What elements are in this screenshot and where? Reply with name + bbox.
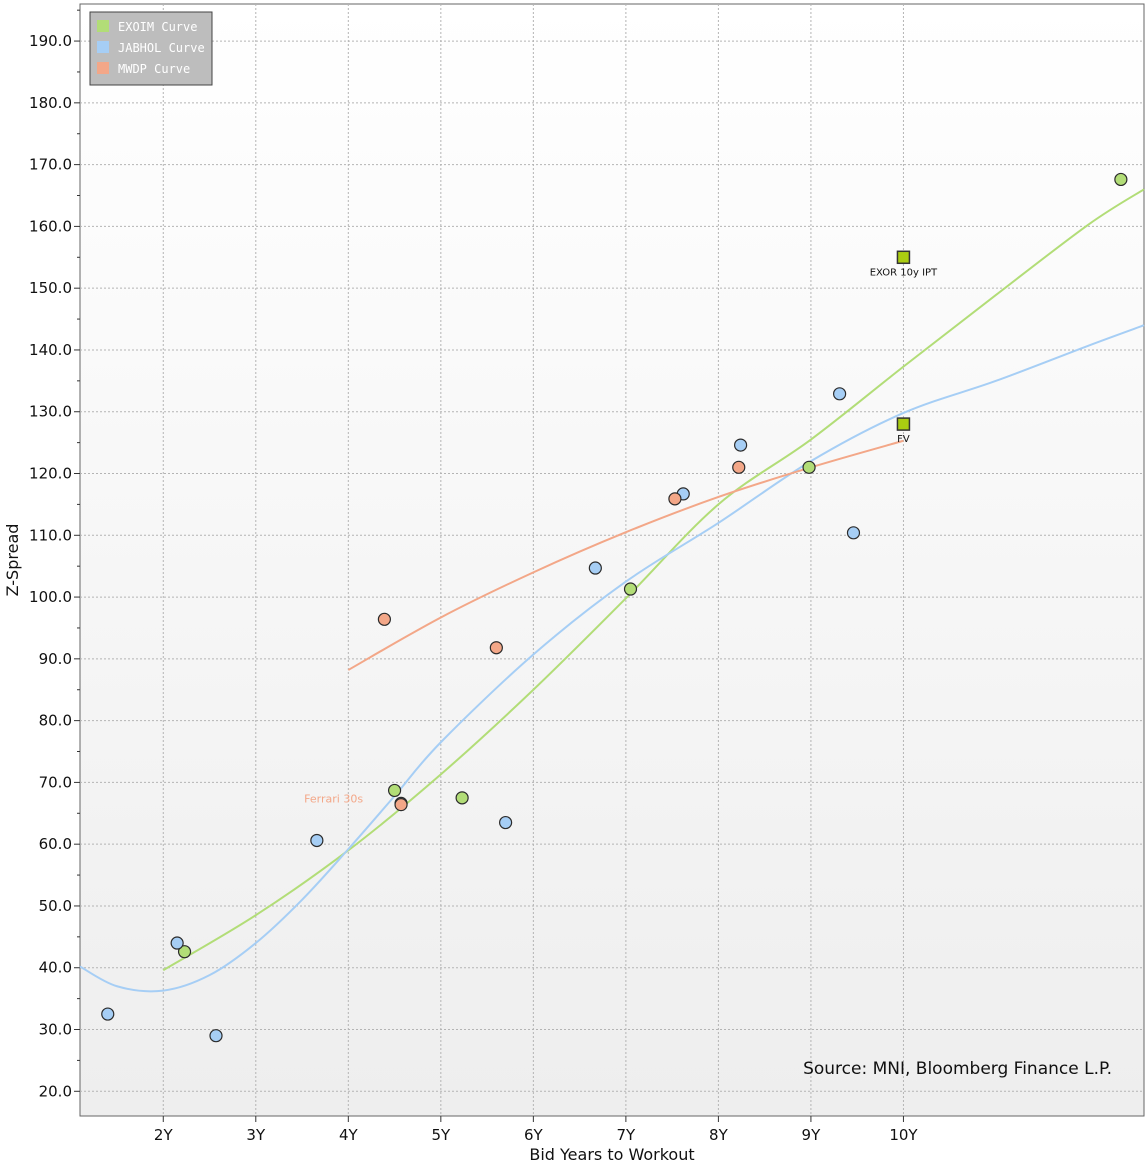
series-point-1 [209, 1029, 223, 1043]
y-tick-label: 50.0 [39, 897, 72, 915]
legend-label: JABHOL Curve [118, 41, 205, 55]
y-tick-label: 100.0 [29, 588, 72, 606]
highlight-label: EXOR 10y IPT [870, 267, 938, 278]
plot-area [79, 3, 1145, 1117]
x-tick-label: 2Y [154, 1126, 174, 1144]
series-curve-1 [79, 324, 1145, 993]
series-point-0 [802, 460, 816, 474]
x-tick-label: 4Y [339, 1126, 359, 1144]
y-tick-label: 90.0 [39, 650, 72, 668]
series-point-1 [101, 1007, 115, 1021]
legend-label: EXOIM Curve [118, 20, 197, 34]
annotations: Ferrari 30s [304, 793, 363, 806]
y-axis-title: Z-Spread [3, 524, 22, 597]
series-point-2 [668, 492, 682, 506]
series-point-2 [489, 641, 503, 655]
y-tick-label: 150.0 [29, 279, 72, 297]
y-tick-label: 130.0 [29, 403, 72, 421]
series-curve-0 [162, 188, 1145, 972]
highlight-marker [896, 250, 911, 265]
y-tick-label: 190.0 [29, 32, 72, 50]
x-tick-label: 8Y [709, 1126, 729, 1144]
x-tick-label: 3Y [246, 1126, 266, 1144]
x-tick-label: 9Y [802, 1126, 822, 1144]
x-tick-label: 6Y [524, 1126, 544, 1144]
highlight-label: FV [897, 434, 910, 445]
y-tick-label: 80.0 [39, 712, 72, 730]
annotation-label: Ferrari 30s [304, 793, 363, 806]
y-tick-label: 40.0 [39, 959, 72, 977]
legend-label: MWDP Curve [118, 62, 190, 76]
x-tick-label: 7Y [617, 1126, 637, 1144]
x-axis: 2Y 3Y 4Y 5Y 6Y 7Y 8Y 9Y 10Y [154, 1116, 918, 1144]
series-point-1 [833, 387, 847, 401]
y-tick-label: 20.0 [39, 1082, 72, 1100]
legend-swatch [97, 62, 109, 74]
y-tick-label: 180.0 [29, 94, 72, 112]
series-point-1 [170, 936, 184, 950]
legend-swatch [97, 20, 109, 32]
y-tick-label: 60.0 [39, 835, 72, 853]
series-point-0 [455, 791, 469, 805]
series-point-1 [310, 833, 324, 848]
grid-lines [80, 4, 1144, 1116]
series-point-0 [1114, 172, 1128, 187]
y-tick-label: 170.0 [29, 156, 72, 174]
series-point-2 [394, 798, 408, 812]
y-axis: 20.0 30.0 40.0 50.0 60.0 70.0 80.0 90.0 100.0 110… [29, 9, 80, 1100]
x-axis-title: Bid Years to Workout [529, 1145, 694, 1164]
series-point-1 [734, 438, 748, 452]
series-point-1 [499, 815, 513, 830]
series-point-0 [623, 582, 638, 596]
series-point-0 [177, 945, 192, 959]
x-tick-label: 10Y [889, 1126, 918, 1144]
y-tick-label: 110.0 [29, 526, 72, 544]
series-point-1 [588, 561, 602, 575]
series-point-2 [377, 612, 391, 626]
legend-box [89, 11, 213, 86]
y-tick-label: 160.0 [29, 217, 72, 235]
series-point-2 [732, 460, 746, 474]
highlight-marker [896, 417, 911, 431]
x-tick-label: 5Y [431, 1126, 451, 1144]
y-tick-label: 30.0 [39, 1021, 72, 1039]
legend: EXOIM Curve JABHOL Curve MWDP Curve [89, 11, 213, 86]
y-tick-label: 120.0 [29, 465, 72, 483]
series-point-0 [387, 783, 402, 798]
series-point-1 [846, 526, 861, 540]
legend-swatch [97, 41, 109, 53]
highlight-markers: EXOR 10y IPT FV [870, 250, 938, 445]
data-points [101, 172, 1128, 1043]
source-note: Source: MNI, Bloomberg Finance L.P. [803, 1059, 1112, 1079]
y-tick-label: 140.0 [29, 341, 72, 359]
y-tick-label: 70.0 [39, 773, 72, 791]
